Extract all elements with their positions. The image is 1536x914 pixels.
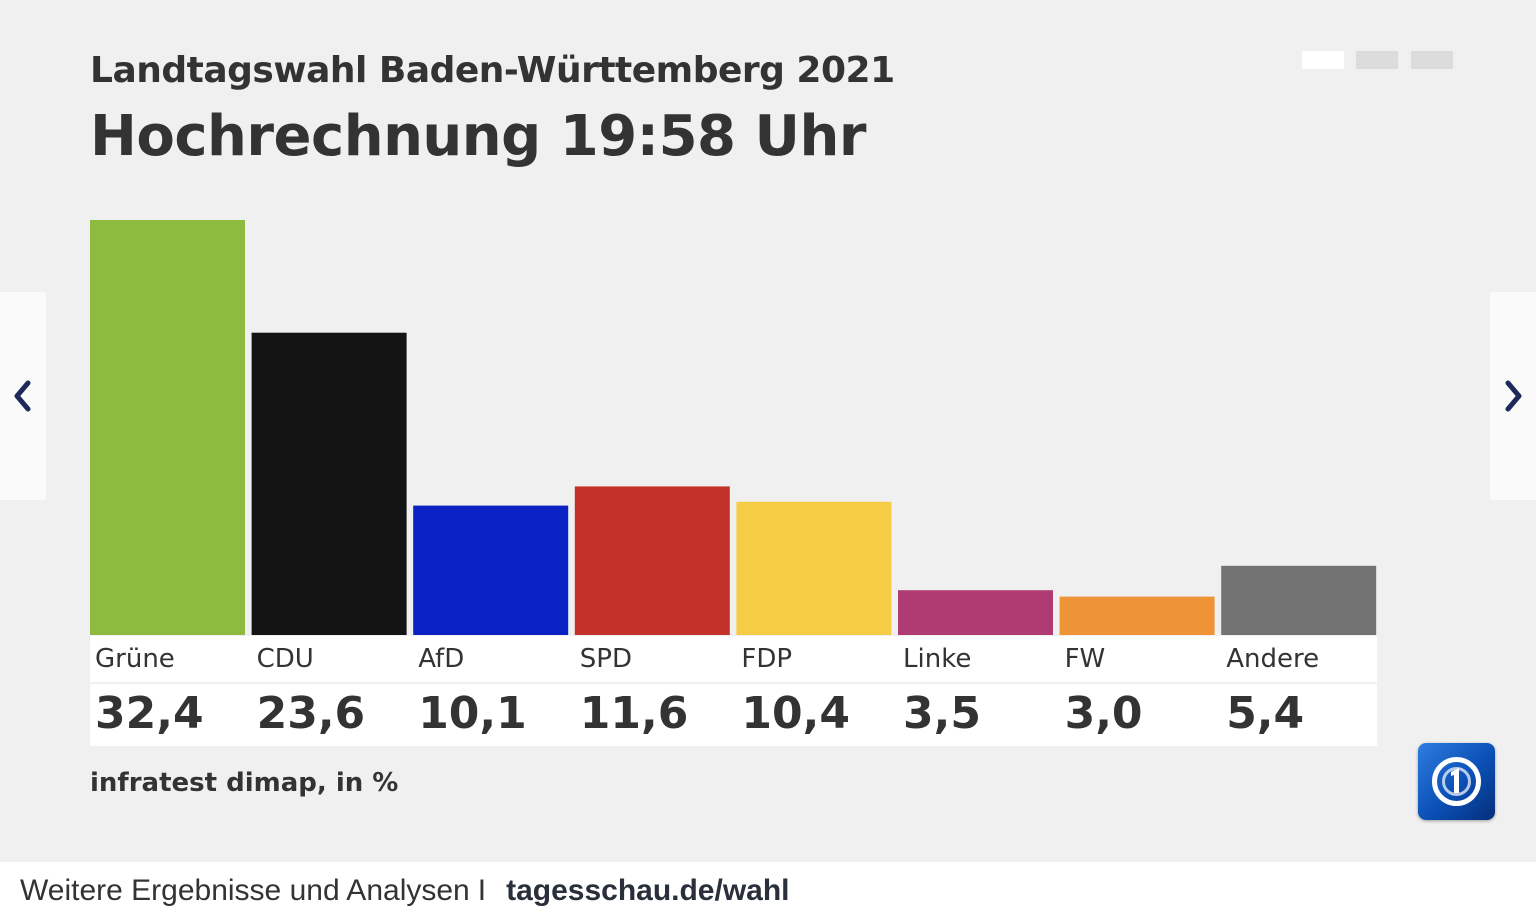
bar-spd [574,486,730,635]
labels-panel [90,636,1377,746]
bar-fdp [736,501,892,635]
value-label: 5,4 [1226,688,1305,739]
value-label: 23,6 [256,688,366,739]
pagination-dot-2[interactable] [1356,51,1398,69]
bar-afd [413,505,569,635]
chart-subtitle: Landtagswahl Baden-Württemberg 2021 [90,50,895,91]
category-label: Grüne [95,644,175,674]
value-label: 10,4 [741,688,850,739]
category-label: Andere [1226,644,1320,674]
category-label: AfD [418,644,465,674]
previous-slide-button[interactable] [0,292,46,500]
bar-andere [1221,565,1377,635]
chart-stage: Landtagswahl Baden-Württemberg 2021 Hoch… [0,0,1536,862]
source-note: infratest dimap, in % [90,768,399,798]
value-label: 11,6 [579,688,689,739]
pagination-dot-3[interactable] [1411,51,1453,69]
value-label: 10,1 [418,688,527,739]
pagination-dot-1[interactable] [1302,51,1344,69]
category-label: SPD [579,644,632,674]
category-label: FDP [741,644,793,674]
category-label: Linke [903,644,972,674]
chevron-left-icon [14,380,31,412]
category-label: CDU [256,644,314,674]
chart-title: Hochrechnung 19:58 Uhr [90,104,866,169]
next-slide-button[interactable] [1490,292,1536,500]
footer-text: Weitere Ergebnisse und Analysen [20,874,470,907]
value-label: 3,0 [1064,688,1143,739]
category-label: FW [1064,644,1106,674]
tagesschau-logo-icon[interactable] [1418,743,1495,820]
bar-cdu [251,332,407,635]
value-label: 32,4 [95,688,204,739]
bar-linke [898,590,1053,635]
value-label: 3,5 [903,688,981,739]
bar-chart [90,220,1377,635]
bar-grüne [90,220,245,635]
chevron-right-icon [1505,380,1522,412]
bar-fw [1059,596,1215,635]
logo-mark-icon [1432,757,1481,806]
footer-link[interactable]: tagesschau.de/wahl [506,874,790,907]
labels-divider [90,682,1377,684]
footer-separator: I [477,874,487,907]
